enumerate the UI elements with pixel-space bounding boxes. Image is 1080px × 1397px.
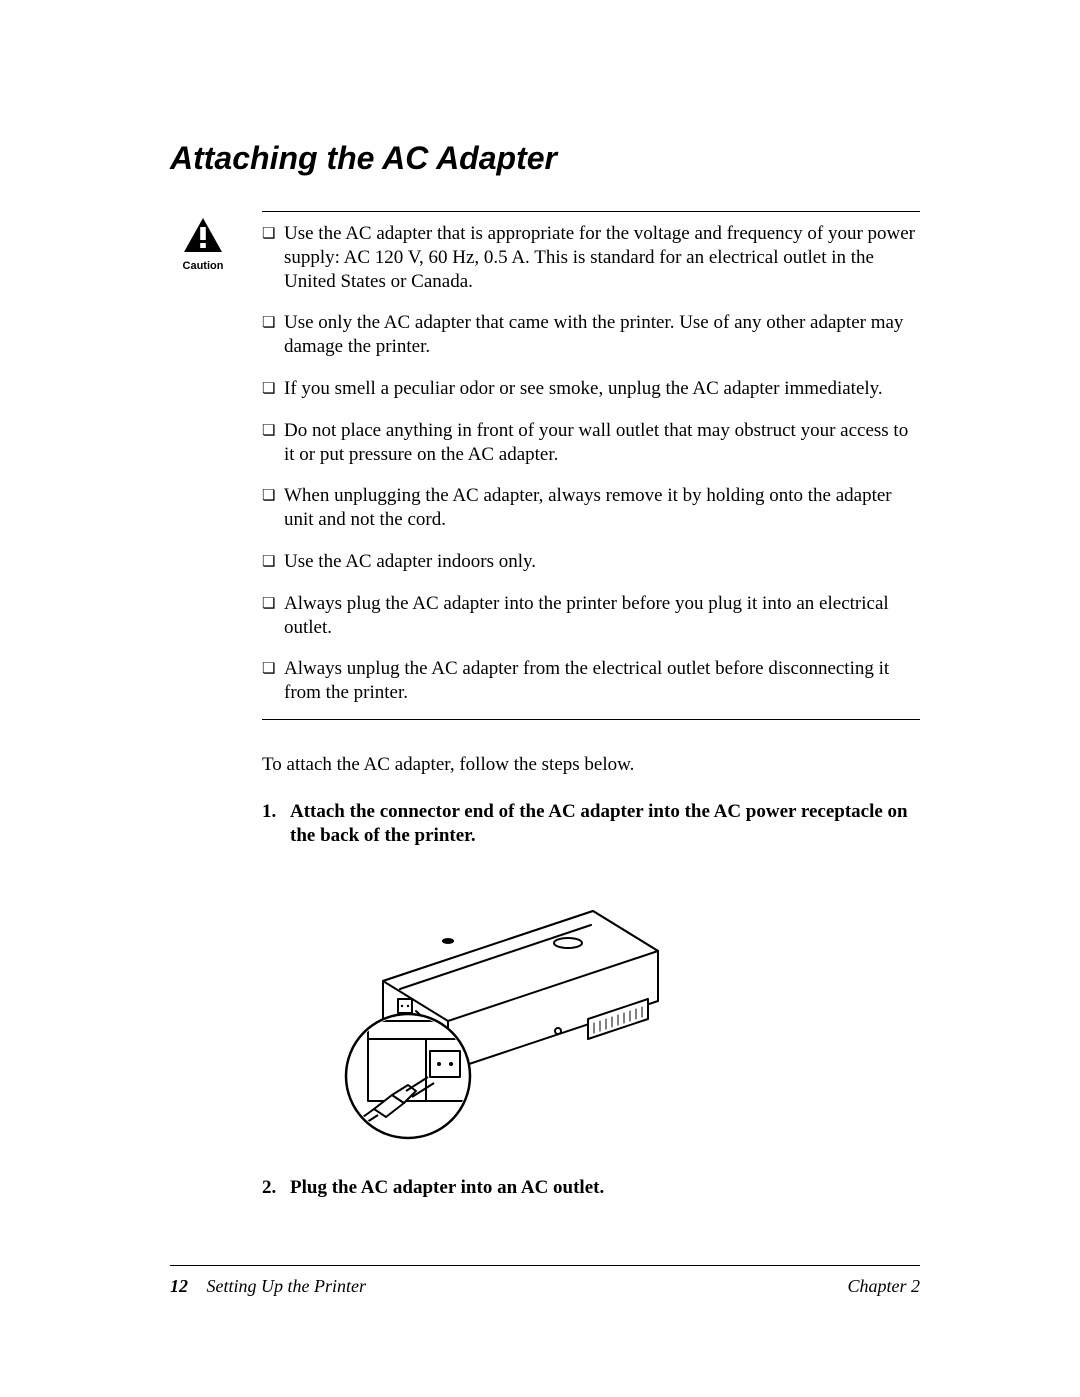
list-item: ❏Always unplug the AC adapter from the e…	[262, 657, 920, 705]
footer-chapter: Chapter 2	[847, 1276, 920, 1297]
list-item: ❏Use the AC adapter that is appropriate …	[262, 222, 920, 293]
caution-label: Caution	[170, 260, 236, 272]
bullet-marker: ❏	[262, 484, 284, 508]
list-item: ❏If you smell a peculiar odor or see smo…	[262, 377, 920, 401]
steps-list: 1. Attach the connector end of the AC ad…	[262, 800, 920, 849]
bullet-marker: ❏	[262, 222, 284, 246]
list-item-text: Always unplug the AC adapter from the el…	[284, 657, 920, 705]
bullet-marker: ❏	[262, 377, 284, 401]
list-item: ❏Do not place anything in front of your …	[262, 419, 920, 467]
printer-illustration	[288, 871, 688, 1141]
printer-figure	[288, 871, 920, 1146]
step-text: Attach the connector end of the AC adapt…	[290, 800, 920, 849]
step-number: 1.	[262, 800, 290, 825]
list-item-text: When unplugging the AC adapter, always r…	[284, 484, 920, 532]
step-item: 1. Attach the connector end of the AC ad…	[262, 800, 920, 849]
page: Attaching the AC Adapter Caution ❏Use th…	[0, 0, 1080, 1397]
intro-paragraph: To attach the AC adapter, follow the ste…	[262, 754, 920, 776]
footer-left: 12 Setting Up the Printer	[170, 1276, 366, 1297]
list-item: ❏Use only the AC adapter that came with …	[262, 311, 920, 359]
bullet-marker: ❏	[262, 657, 284, 681]
caution-column: Caution	[170, 211, 236, 272]
list-item-text: Always plug the AC adapter into the prin…	[284, 592, 920, 640]
page-footer: 12 Setting Up the Printer Chapter 2	[170, 1265, 920, 1297]
section-heading: Attaching the AC Adapter	[170, 140, 920, 177]
bullet-marker: ❏	[262, 419, 284, 443]
step-number: 2.	[262, 1176, 290, 1201]
list-item: ❏Always plug the AC adapter into the pri…	[262, 592, 920, 640]
list-item-text: Use the AC adapter indoors only.	[284, 550, 920, 574]
caution-icon	[183, 217, 223, 253]
caution-list: ❏Use the AC adapter that is appropriate …	[262, 222, 920, 705]
caution-box: ❏Use the AC adapter that is appropriate …	[262, 211, 920, 720]
list-item-text: Do not place anything in front of your w…	[284, 419, 920, 467]
bullet-marker: ❏	[262, 592, 284, 616]
page-number: 12	[170, 1276, 188, 1296]
steps-list-continued: 2. Plug the AC adapter into an AC outlet…	[262, 1176, 920, 1201]
list-item: ❏Use the AC adapter indoors only.	[262, 550, 920, 574]
content-row: Caution ❏Use the AC adapter that is appr…	[170, 211, 920, 1223]
list-item: ❏When unplugging the AC adapter, always …	[262, 484, 920, 532]
step-item: 2. Plug the AC adapter into an AC outlet…	[262, 1176, 920, 1201]
step-text: Plug the AC adapter into an AC outlet.	[290, 1176, 920, 1201]
bullet-marker: ❏	[262, 550, 284, 574]
body-column: ❏Use the AC adapter that is appropriate …	[236, 211, 920, 1223]
list-item-text: If you smell a peculiar odor or see smok…	[284, 377, 920, 401]
list-item-text: Use only the AC adapter that came with t…	[284, 311, 920, 359]
list-item-text: Use the AC adapter that is appropriate f…	[284, 222, 920, 293]
footer-section: Setting Up the Printer	[207, 1276, 366, 1296]
bullet-marker: ❏	[262, 311, 284, 335]
